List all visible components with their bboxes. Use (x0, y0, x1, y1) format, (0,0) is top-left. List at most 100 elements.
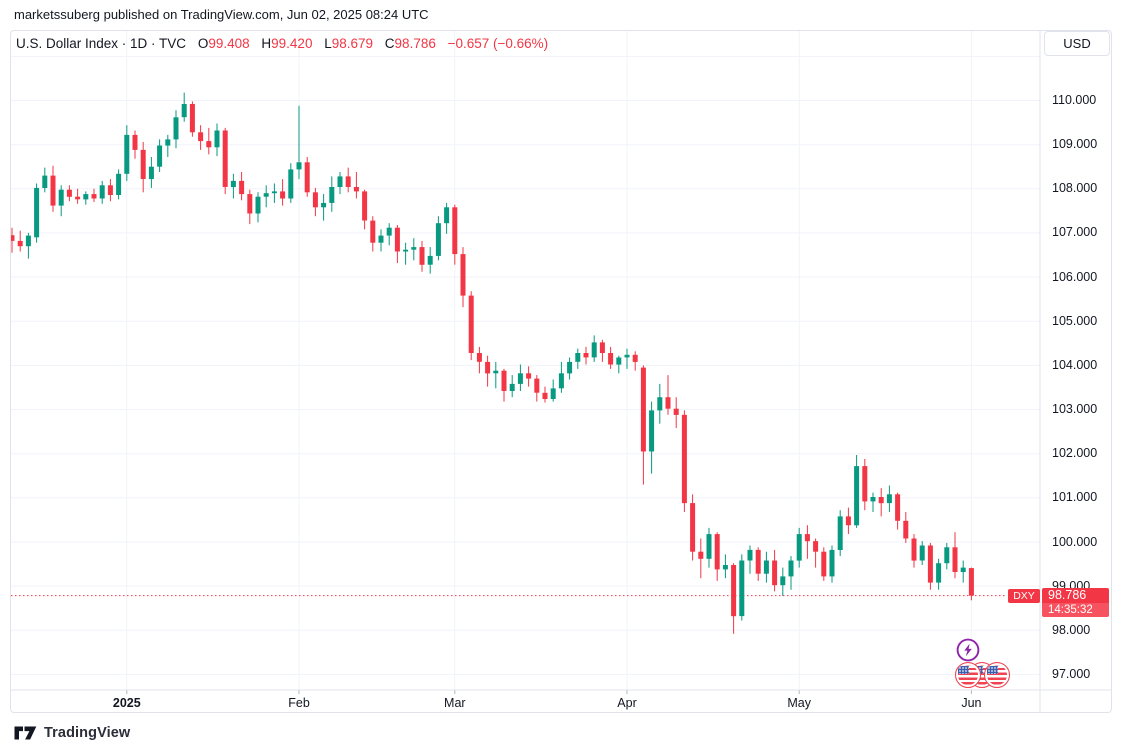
candle (312, 192, 318, 208)
candle (99, 185, 105, 199)
candle (526, 373, 532, 379)
ohlc-high-label: H (261, 36, 272, 51)
candle (107, 185, 113, 195)
candle (919, 545, 925, 561)
candle (542, 392, 548, 399)
candle (591, 342, 597, 358)
candle (649, 410, 655, 452)
price-axis-label: 98.000 (1052, 622, 1091, 637)
candle (722, 565, 728, 570)
price-axis-label: 104.000 (1052, 357, 1098, 372)
candle (411, 247, 417, 250)
candle (501, 370, 507, 391)
candle (854, 466, 860, 526)
candle (575, 353, 581, 362)
candle (288, 169, 294, 199)
candle (83, 194, 89, 200)
us-flag-icon (955, 662, 981, 688)
candle (804, 534, 810, 542)
candle (222, 130, 228, 187)
time-axis-label: Feb (288, 696, 310, 710)
candle (66, 189, 72, 197)
candle (42, 175, 48, 188)
candle (690, 503, 696, 552)
us-flag-icon (984, 662, 1010, 688)
candle (304, 162, 310, 193)
candle (632, 354, 638, 362)
candle (476, 353, 482, 362)
price-axis-label: 105.000 (1052, 313, 1098, 328)
price-axis-label: 106.000 (1052, 269, 1098, 284)
candle (11, 235, 15, 241)
candle (280, 191, 286, 199)
candle (788, 560, 794, 577)
candlestick-series (11, 92, 974, 634)
candle (509, 383, 515, 391)
last-price-value: 98.786 (1042, 588, 1109, 603)
tradingview-logo[interactable]: TradingView (14, 724, 130, 742)
ohlc-high-value: 99.420 (271, 36, 313, 51)
candle (157, 145, 163, 167)
candle (189, 104, 195, 133)
candle (608, 353, 614, 365)
price-axis-label: 97.000 (1052, 666, 1091, 681)
candle (124, 134, 130, 174)
candle (550, 388, 556, 399)
ohlc-low-label: L (324, 36, 332, 51)
candle (50, 175, 56, 206)
candle (468, 295, 474, 353)
currency-button[interactable]: USD (1044, 31, 1110, 56)
flag-stickers (955, 662, 1013, 688)
candle (148, 166, 154, 180)
candle (230, 180, 236, 188)
candle (58, 189, 64, 206)
candle (181, 104, 187, 118)
candle (829, 549, 835, 577)
symbol-legend[interactable]: U.S. Dollar Index · 1D · TVC O99.408 H99… (16, 36, 548, 54)
ohlc-open-value: 99.408 (208, 36, 250, 51)
candle (665, 397, 671, 409)
candle (731, 565, 737, 617)
price-axis-label: 110.000 (1052, 93, 1097, 107)
candle (132, 134, 138, 150)
candle (927, 545, 933, 583)
candle (616, 357, 622, 365)
candle (772, 560, 778, 586)
candle (75, 196, 81, 200)
grid-horizontal (11, 55, 1040, 675)
candle (952, 547, 958, 572)
candle (714, 534, 720, 570)
candle (337, 176, 343, 187)
candle (403, 249, 409, 252)
candle (739, 560, 745, 617)
candle (763, 560, 769, 574)
candle (255, 196, 261, 214)
candle (271, 191, 277, 194)
time-axis-label: May (787, 696, 811, 710)
candle (968, 568, 974, 596)
price-line-symbol: DXY (1013, 590, 1035, 602)
candle (895, 494, 901, 521)
candle (936, 563, 942, 583)
candle (91, 194, 97, 199)
candle (17, 240, 23, 247)
candle (755, 549, 761, 574)
candle (599, 342, 605, 353)
candle (116, 173, 122, 195)
candle (903, 520, 909, 539)
candle (345, 176, 351, 187)
candle (173, 117, 179, 140)
candle (944, 547, 950, 564)
candle (706, 534, 712, 559)
candle (780, 576, 786, 586)
candle (845, 516, 851, 526)
candle (493, 370, 499, 374)
price-axis-label: 100.000 (1052, 534, 1098, 549)
change-value: −0.657 (−0.66%) (447, 36, 549, 51)
candle (813, 541, 819, 552)
candle (378, 235, 384, 243)
candle (34, 187, 40, 238)
candle (239, 180, 245, 195)
candle (296, 162, 302, 170)
